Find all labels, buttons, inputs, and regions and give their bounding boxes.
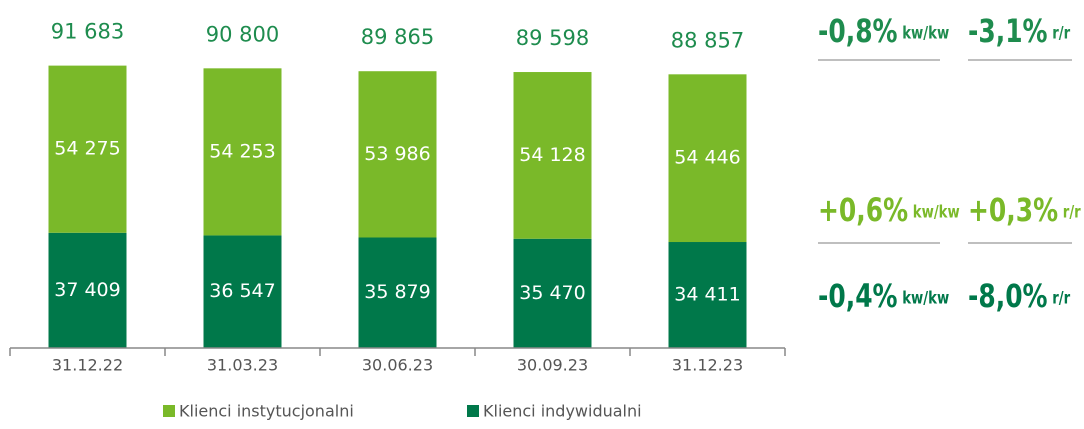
change-period: r/r <box>1052 287 1070 307</box>
change-text: -0,8% kw/kw <box>818 12 949 50</box>
legend-swatch <box>163 405 175 417</box>
bar-segment <box>48 232 127 348</box>
value-label: 34 411 <box>674 284 740 306</box>
bar-segment <box>358 71 437 238</box>
value-label: 36 547 <box>209 280 275 302</box>
change-annotation: -0,8% kw/kw <box>818 12 949 50</box>
value-label: 53 986 <box>364 143 430 165</box>
total-label: 91 683 <box>51 20 124 44</box>
change-text: +0,6% kw/kw <box>818 191 960 229</box>
bar-segment <box>513 238 592 348</box>
change-annotation: -3,1% r/r <box>968 12 1071 50</box>
change-period: r/r <box>1052 22 1070 42</box>
total-label: 89 865 <box>361 25 434 49</box>
change-annotation: -8,0% r/r <box>968 277 1071 315</box>
x-tick-label: 31.12.22 <box>52 356 123 375</box>
bar-segment <box>668 242 747 348</box>
change-annotation: -0,4% kw/kw <box>818 277 949 315</box>
value-label: 54 275 <box>54 138 120 160</box>
change-text: -3,1% r/r <box>968 12 1071 50</box>
total-label: 88 857 <box>671 28 744 52</box>
change-text: -0,4% kw/kw <box>818 277 949 315</box>
value-label: 35 470 <box>519 282 585 304</box>
legend-label: Klienci instytucjonalni <box>179 402 354 421</box>
change-period: kw/kw <box>902 22 949 42</box>
change-period: kw/kw <box>913 201 960 221</box>
change-value: +0,3% <box>968 191 1058 229</box>
bar-segment <box>668 74 747 243</box>
bar-segment <box>358 237 437 348</box>
change-text: -8,0% r/r <box>968 277 1071 315</box>
change-value: -3,1% <box>968 12 1048 50</box>
change-annotation: +0,6% kw/kw <box>818 191 960 229</box>
value-label: 37 409 <box>54 279 120 301</box>
legend-swatch <box>467 405 479 417</box>
change-text: +0,3% r/r <box>968 191 1081 229</box>
total-label: 90 800 <box>206 22 279 46</box>
x-tick-label: 31.12.23 <box>672 356 743 375</box>
change-value: +0,6% <box>818 191 908 229</box>
change-annotation: +0,3% r/r <box>968 191 1081 229</box>
total-label: 89 598 <box>516 26 589 50</box>
x-tick-label: 31.03.23 <box>207 356 278 375</box>
bar-segment <box>48 65 127 233</box>
value-label: 54 253 <box>209 140 275 162</box>
change-value: -0,4% <box>818 277 898 315</box>
value-label: 35 879 <box>364 281 430 303</box>
x-tick-label: 30.09.23 <box>517 356 588 375</box>
change-period: kw/kw <box>902 287 949 307</box>
x-tick-label: 30.06.23 <box>362 356 433 375</box>
bar-segment <box>203 68 282 236</box>
change-value: -0,8% <box>818 12 898 50</box>
change-value: -8,0% <box>968 277 1048 315</box>
legend-label: Klienci indywidualni <box>483 402 642 421</box>
change-period: r/r <box>1063 201 1081 221</box>
value-label: 54 128 <box>519 144 585 166</box>
bar-segment <box>203 235 282 348</box>
bar-segment <box>513 72 592 239</box>
value-label: 54 446 <box>674 147 740 169</box>
